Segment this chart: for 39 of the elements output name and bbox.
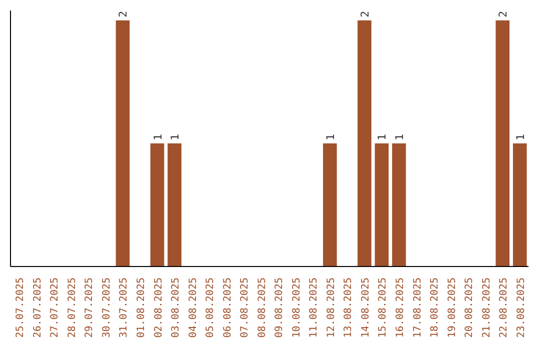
x-tick-label: 29.07.2025 <box>84 277 96 338</box>
x-tick-label: 25.07.2025 <box>15 277 26 338</box>
x-tick-label: 06.08.2025 <box>222 277 234 338</box>
data-label: 1 <box>168 134 182 140</box>
data-label: 1 <box>324 134 337 140</box>
x-tick-label: 11.08.2025 <box>308 277 320 338</box>
x-tick-label: 19.08.2025 <box>446 277 458 338</box>
data-label: 1 <box>393 134 406 140</box>
x-tick-label: 08.08.2025 <box>256 277 268 338</box>
data-label: 1 <box>151 134 164 140</box>
x-tick-label: 13.08.2025 <box>343 277 354 338</box>
x-tick-label: 04.08.2025 <box>188 277 199 338</box>
x-tick-label: 02.08.2025 <box>153 277 164 338</box>
data-label: 2 <box>496 10 510 18</box>
x-tick-label: 22.08.2025 <box>498 277 510 338</box>
x-tick-label: 26.07.2025 <box>32 277 44 338</box>
x-tick-label: 16.08.2025 <box>395 277 406 338</box>
x-tick-label: 07.08.2025 <box>240 277 251 338</box>
x-tick-label: 23.08.2025 <box>516 277 527 338</box>
data-label: 2 <box>116 10 130 18</box>
x-tick-label: 09.08.2025 <box>274 277 286 338</box>
x-tick-label: 27.07.2025 <box>50 277 61 338</box>
x-tick-label: 20.08.2025 <box>464 277 476 338</box>
x-tick-label: 21.08.2025 <box>481 277 492 338</box>
x-tick-label: 01.08.2025 <box>136 277 147 338</box>
data-label: 2 <box>358 10 372 18</box>
x-tick-label: 14.08.2025 <box>360 277 372 338</box>
x-tick-label: 15.08.2025 <box>378 277 389 338</box>
x-tick-label: 12.08.2025 <box>326 277 337 338</box>
x-tick-label: 10.08.2025 <box>291 277 302 338</box>
x-tick-label: 28.07.2025 <box>66 277 78 338</box>
x-tick-label: 30.07.2025 <box>101 277 112 338</box>
x-tick-label: 18.08.2025 <box>430 277 441 338</box>
x-tick-label: 05.08.2025 <box>205 277 216 338</box>
data-label: 1 <box>514 134 527 140</box>
x-tick-label: 31.07.2025 <box>118 277 130 338</box>
x-tick-label: 17.08.2025 <box>412 277 424 338</box>
x-tick-label: 03.08.2025 <box>170 277 182 338</box>
data-label: 1 <box>376 134 389 140</box>
